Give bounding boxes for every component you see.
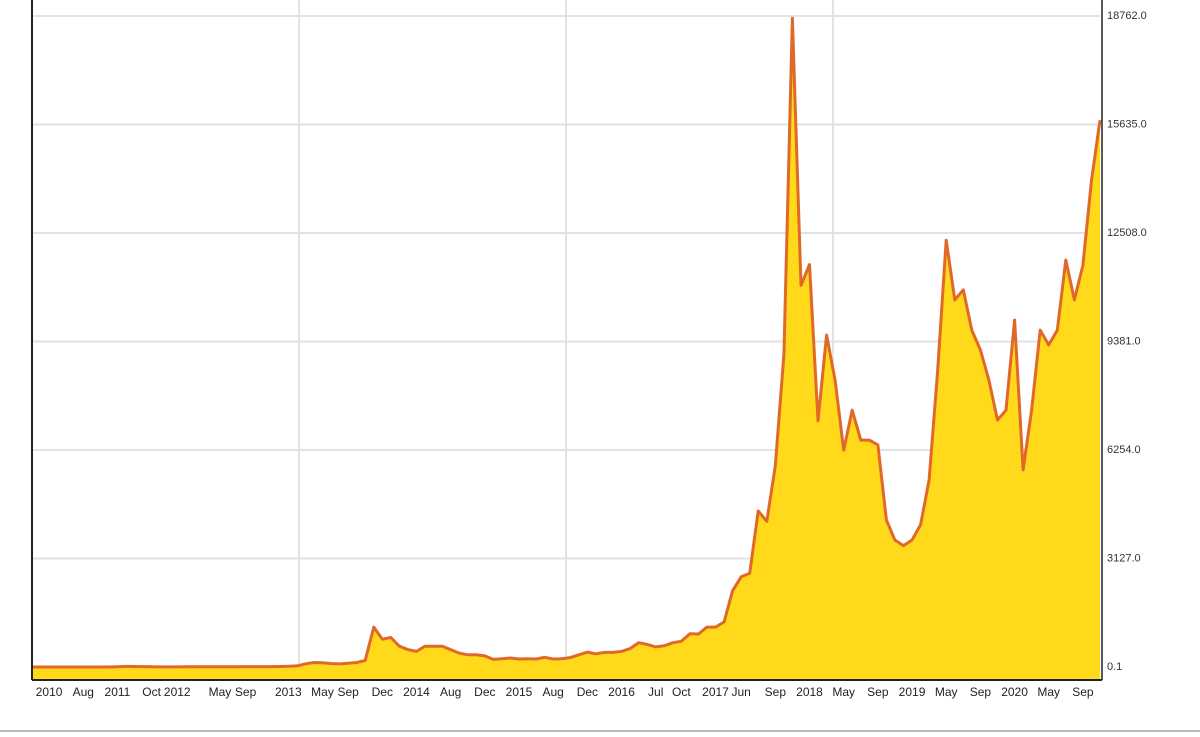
x-tick-label: Sep xyxy=(970,685,992,699)
x-tick-label: 2020 xyxy=(1001,685,1028,699)
x-tick-label: May xyxy=(311,685,334,699)
x-tick-label: Aug xyxy=(73,685,94,699)
x-tick-label: Sep xyxy=(765,685,787,699)
x-tick-label: Oct xyxy=(142,685,161,699)
x-tick-label: 2012 xyxy=(164,685,191,699)
y-tick-label: 15635.0 xyxy=(1107,118,1147,130)
x-tick-label: May xyxy=(209,685,232,699)
x-tick-label: 2016 xyxy=(608,685,635,699)
y-tick-label: 18762.0 xyxy=(1107,10,1147,22)
x-tick-label: May xyxy=(832,685,855,699)
x-tick-label: Sep xyxy=(337,685,359,699)
x-tick-label: Jul xyxy=(648,685,663,699)
y-tick-label: 3127.0 xyxy=(1107,552,1141,564)
y-tick-label: 9381.0 xyxy=(1107,335,1141,347)
x-tick-label: 2013 xyxy=(275,685,302,699)
x-tick-label: 2010 xyxy=(36,685,63,699)
x-tick-label: Jun xyxy=(731,685,750,699)
y-tick-label: 0.1 xyxy=(1107,661,1122,673)
y-tick-label: 6254.0 xyxy=(1107,444,1141,456)
x-tick-label: Sep xyxy=(867,685,889,699)
x-tick-label: 2018 xyxy=(796,685,823,699)
area xyxy=(32,18,1100,680)
x-tick-label: 2014 xyxy=(403,685,430,699)
x-tick-label: May xyxy=(1037,685,1060,699)
x-tick-label: 2015 xyxy=(506,685,533,699)
x-tick-label: Sep xyxy=(1072,685,1094,699)
x-tick-label: Dec xyxy=(372,685,393,699)
x-tick-label: 2011 xyxy=(105,685,131,699)
x-tick-label: Aug xyxy=(543,685,564,699)
x-tick-label: Dec xyxy=(577,685,598,699)
line xyxy=(32,16,1102,669)
x-tick-label: 2017 xyxy=(702,685,729,699)
x-tick-label: May xyxy=(935,685,958,699)
x-tick-label: Sep xyxy=(235,685,257,699)
x-tick-label: Oct xyxy=(672,685,691,699)
x-tick-label: 2019 xyxy=(899,685,926,699)
y-tick-label: 12508.0 xyxy=(1107,227,1147,239)
x-tick-label: Dec xyxy=(474,685,495,699)
x-tick-label: Aug xyxy=(440,685,461,699)
